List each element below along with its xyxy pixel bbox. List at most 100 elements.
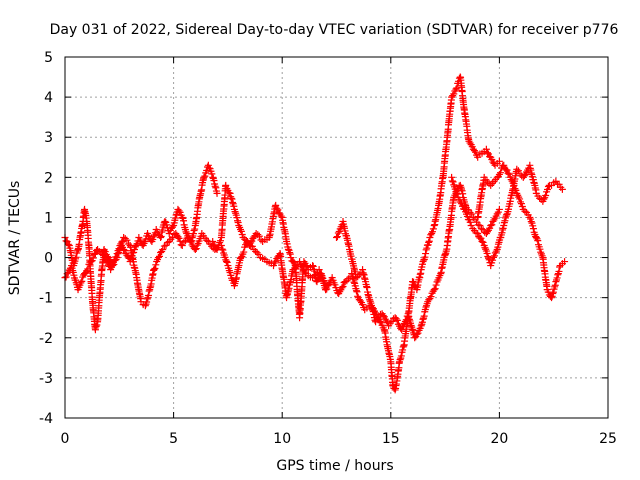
data-point-interp [466,209,474,217]
data-point-interp [466,218,474,226]
x-axis-label: GPS time / hours [276,458,393,474]
data-point-interp [521,207,529,215]
data-point-interp [212,184,220,192]
data-point-interp [551,283,559,291]
chart-title: Day 031 of 2022, Sidereal Day-to-day VTE… [50,22,619,38]
data-point-interp [514,167,522,175]
data-point-interp [171,214,179,222]
data-point [159,246,167,254]
data-point-interp [487,222,495,230]
data-point-interp [286,250,294,258]
data-point-interp [481,244,489,252]
data-point-interp [234,218,242,226]
data-point-interp [237,227,245,235]
data-point-interp [95,247,103,255]
data-point-interp [536,245,544,253]
data-point-interp [504,169,512,177]
data-point-interp [112,253,120,261]
data-point-interp [121,246,129,254]
data-point-interp [334,229,342,237]
data-point-interp [529,225,537,233]
data-point-interp [230,202,238,210]
data-point-interp [145,287,153,295]
data-point [315,266,323,274]
data-point-interp [144,292,152,300]
y-tick-label: -4 [39,411,53,427]
y-tick-label: -3 [39,371,53,387]
data-point-interp [339,283,347,291]
data-point-interp [98,250,106,258]
data-point [217,242,225,250]
data-point-interp [273,204,281,212]
data-point-interp [421,253,429,261]
data-point-interp [453,190,461,198]
data-point-interp [72,255,80,263]
data-point [552,278,560,286]
data-point-interp [286,249,294,257]
data-point-interp [160,242,168,250]
data-point-interp [484,253,492,261]
data-point [178,213,186,221]
data-point-interp [422,246,430,254]
data-point-interp [505,170,513,178]
data-point-interp [512,186,520,194]
data-point [209,238,217,246]
data-point-interp [180,238,188,246]
data-point-interp [190,226,198,234]
data-point [411,334,419,342]
data-point-interp [210,176,218,184]
data-point-interp [543,186,551,194]
data-point-interp [186,235,194,243]
data-point-interp [301,268,309,276]
data-point-interp [169,223,177,231]
data-point-interp [218,245,226,253]
data-point-interp [425,237,433,245]
data-point-interp [432,281,440,289]
data-point-interp [549,288,557,296]
data-point [226,189,234,197]
x-tick-label: 25 [599,431,617,447]
data-point-interp [245,241,253,249]
data-point [448,173,456,181]
data-point-interp [72,253,80,261]
data-point-interp [152,261,160,269]
data-point-interp [518,202,526,210]
x-tick-label: 20 [490,431,508,447]
data-point-interp [228,195,236,203]
data-point-interp [115,245,123,253]
data-point [222,181,230,189]
data-point-interp [554,271,562,279]
data-point-interp [425,238,433,246]
data-point [495,205,503,213]
data-point-interp [309,262,317,270]
data-point-interp [510,181,518,189]
data-point-interp [483,149,491,157]
data-point-interp [297,260,305,268]
data-point-interp [333,233,341,241]
data-point [558,185,566,193]
data-point [532,234,540,241]
x-tick-label: 10 [273,431,291,447]
data-point-interp [208,170,216,178]
data-point-interp [124,253,132,261]
data-point-interp [540,195,548,203]
data-point [482,145,490,153]
data-point-interp [549,290,557,298]
data-point-interp [201,172,209,180]
data-point-interp [277,212,285,220]
data-point [500,161,508,169]
data-point-interp [143,295,151,303]
data-point-interp [231,208,239,216]
data-point [165,229,173,237]
data-point [135,234,143,241]
data-point-interp [456,198,464,206]
data-point-interp [255,250,263,258]
data-point-interp [428,229,436,237]
data-point-interp [503,166,511,174]
data-point-interp [123,236,131,244]
data-point-interp [222,257,230,265]
data-point-interp [118,238,126,246]
data-point-interp [472,229,480,237]
data-point-interp [136,237,144,245]
data-point-interp [492,247,500,255]
